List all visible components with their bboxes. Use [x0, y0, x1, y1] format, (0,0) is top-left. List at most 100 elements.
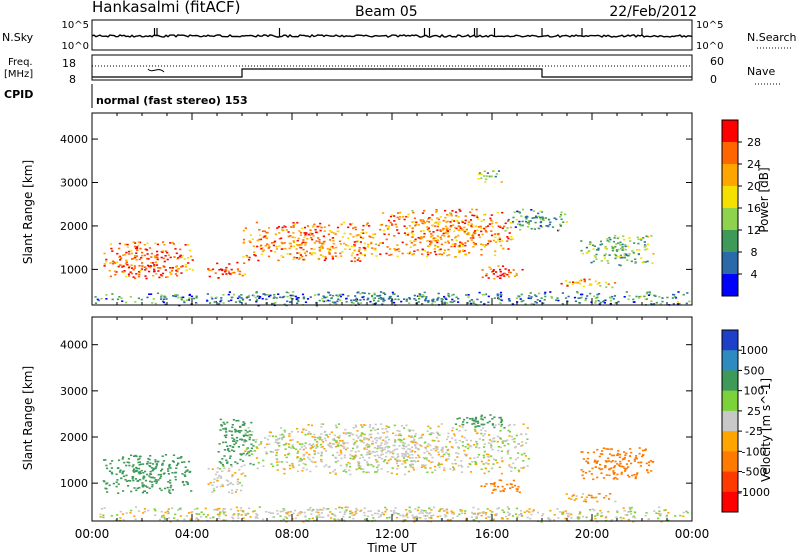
data-cell [237, 513, 240, 515]
data-cell [352, 517, 355, 520]
data-cell [478, 447, 481, 449]
data-cell [493, 277, 496, 280]
data-cell [487, 442, 491, 444]
data-cell [169, 467, 172, 469]
data-cell [377, 297, 381, 300]
data-cell [194, 508, 197, 511]
data-cell [278, 445, 281, 447]
data-cell [360, 424, 363, 426]
data-cell [216, 480, 219, 482]
data-cell [464, 244, 467, 247]
data-cell [538, 227, 541, 230]
data-cell [603, 254, 606, 257]
data-cell [566, 285, 569, 287]
data-cell [596, 476, 599, 479]
data-cell [148, 465, 151, 467]
data-cell [288, 435, 291, 437]
data-cell [106, 491, 109, 493]
data-cell [269, 294, 272, 297]
data-cell [169, 256, 172, 259]
data-cell [463, 230, 466, 233]
data-cell [355, 512, 358, 515]
data-cell [441, 229, 444, 231]
data-cell [312, 508, 315, 511]
data-cell [464, 510, 467, 512]
data-cell [499, 291, 503, 294]
data-cell [186, 299, 189, 301]
data-cell [439, 508, 442, 510]
data-cell [263, 446, 267, 449]
data-cell [659, 303, 662, 305]
data-cell [260, 441, 263, 443]
data-cell [413, 298, 416, 300]
colorbar-tick-label: 100 [744, 385, 765, 398]
data-cell [470, 225, 473, 227]
data-cell [218, 443, 221, 445]
data-cell [482, 214, 486, 216]
data-cell [305, 429, 308, 431]
data-cell [332, 247, 335, 249]
data-cell [506, 453, 509, 455]
data-cell [449, 301, 452, 303]
data-cell [372, 233, 375, 236]
data-cell [416, 249, 419, 251]
data-cell [597, 299, 600, 302]
data-cell [396, 456, 399, 459]
data-cell [549, 221, 552, 224]
data-cell [476, 229, 479, 231]
data-cell [365, 471, 368, 474]
data-cell [189, 518, 192, 520]
data-cell [244, 514, 247, 516]
data-cell [616, 237, 619, 240]
data-cell [229, 445, 232, 447]
data-cell [531, 217, 534, 219]
data-cell [322, 300, 325, 302]
data-cell [135, 489, 138, 492]
data-cell [436, 217, 439, 219]
data-cell [363, 436, 366, 439]
data-cell [350, 260, 353, 262]
data-cell [628, 237, 631, 239]
data-cell [468, 300, 471, 302]
data-cell [162, 257, 165, 260]
data-cell [259, 442, 263, 445]
data-cell [435, 431, 438, 434]
data-cell [414, 508, 417, 510]
data-cell [624, 470, 627, 472]
data-cell [119, 259, 122, 261]
data-cell [217, 277, 220, 279]
data-cell [513, 484, 517, 487]
data-cell [501, 273, 504, 276]
data-cell [510, 435, 514, 438]
data-cell [185, 470, 188, 472]
data-cell [219, 475, 222, 477]
data-cell [370, 452, 373, 455]
data-cell [522, 467, 525, 469]
data-cell [358, 466, 361, 469]
data-cell [447, 242, 450, 244]
data-cell [593, 496, 596, 499]
data-cell [375, 450, 378, 453]
data-cell [444, 225, 448, 228]
data-cell [160, 294, 163, 297]
data-cell [179, 507, 182, 509]
data-cell [356, 509, 359, 511]
data-cell [433, 506, 436, 509]
data-cell [647, 294, 651, 296]
data-cell [136, 487, 139, 490]
data-cell [106, 467, 109, 470]
data-cell [592, 508, 595, 511]
data-cell [354, 226, 357, 229]
data-cell [607, 262, 610, 264]
data-cell [405, 459, 409, 461]
data-cell [240, 514, 243, 516]
data-cell [612, 248, 615, 250]
data-cell [463, 512, 467, 515]
data-cell [130, 272, 134, 275]
data-cell [313, 436, 317, 439]
data-cell [355, 434, 358, 437]
data-cell [255, 300, 258, 303]
data-cell [414, 223, 418, 226]
data-cell [169, 482, 172, 484]
data-cell [616, 511, 619, 513]
